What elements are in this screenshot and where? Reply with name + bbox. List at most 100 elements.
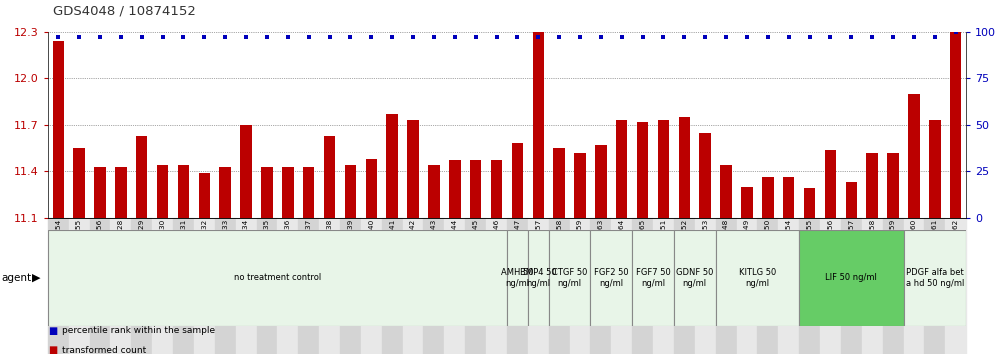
Bar bbox=[340, 218, 361, 354]
Point bbox=[781, 35, 797, 40]
Bar bbox=[804, 188, 816, 218]
Bar bbox=[48, 230, 507, 326]
Text: AMH 50
ng/ml: AMH 50 ng/ml bbox=[501, 268, 534, 287]
Point bbox=[301, 35, 317, 40]
Bar bbox=[862, 218, 882, 354]
Bar bbox=[282, 167, 294, 218]
Bar bbox=[512, 143, 523, 218]
Text: ■: ■ bbox=[48, 326, 57, 336]
Bar bbox=[444, 218, 465, 354]
Point bbox=[865, 35, 880, 40]
Bar bbox=[240, 125, 252, 218]
Point bbox=[259, 35, 275, 40]
Point bbox=[823, 35, 839, 40]
Bar bbox=[762, 177, 774, 218]
Point bbox=[364, 35, 379, 40]
Point bbox=[614, 35, 629, 40]
Bar bbox=[716, 230, 799, 326]
Bar bbox=[841, 218, 862, 354]
Bar bbox=[465, 218, 486, 354]
Bar bbox=[74, 148, 85, 218]
Bar bbox=[778, 218, 799, 354]
Bar bbox=[867, 153, 877, 218]
Bar bbox=[381, 218, 402, 354]
Bar bbox=[261, 167, 273, 218]
Bar bbox=[69, 218, 90, 354]
Bar bbox=[53, 41, 64, 218]
Bar bbox=[903, 230, 966, 326]
Text: GDS4048 / 10874152: GDS4048 / 10874152 bbox=[53, 5, 195, 18]
Point bbox=[280, 35, 296, 40]
Bar bbox=[131, 218, 152, 354]
Point bbox=[468, 35, 484, 40]
Point bbox=[154, 35, 170, 40]
Point bbox=[718, 35, 734, 40]
Point bbox=[196, 35, 212, 40]
Point bbox=[844, 35, 860, 40]
Bar bbox=[528, 218, 549, 354]
Bar bbox=[324, 136, 336, 218]
Bar bbox=[219, 167, 231, 218]
Point bbox=[50, 35, 66, 40]
Text: no treatment control: no treatment control bbox=[234, 273, 321, 282]
Point bbox=[676, 35, 692, 40]
Bar bbox=[449, 160, 460, 218]
Bar bbox=[152, 218, 173, 354]
Bar bbox=[825, 150, 837, 218]
Text: agent: agent bbox=[1, 273, 31, 283]
Bar bbox=[156, 165, 168, 218]
Point bbox=[384, 35, 400, 40]
Point bbox=[760, 35, 776, 40]
Text: LIF 50 ng/ml: LIF 50 ng/ml bbox=[826, 273, 877, 282]
Bar bbox=[298, 218, 319, 354]
Bar bbox=[470, 160, 481, 218]
Bar bbox=[616, 120, 627, 218]
Point bbox=[530, 35, 546, 40]
Bar bbox=[632, 230, 674, 326]
Point bbox=[927, 35, 943, 40]
Point bbox=[697, 35, 713, 40]
Bar bbox=[528, 230, 549, 326]
Bar bbox=[407, 120, 418, 218]
Bar bbox=[636, 122, 648, 218]
Point bbox=[572, 35, 588, 40]
Bar bbox=[177, 165, 189, 218]
Point bbox=[948, 29, 964, 35]
Point bbox=[405, 35, 421, 40]
Point bbox=[133, 35, 149, 40]
Bar bbox=[846, 182, 858, 218]
Point bbox=[802, 35, 818, 40]
Bar bbox=[423, 218, 444, 354]
Bar bbox=[820, 218, 841, 354]
Point bbox=[906, 35, 922, 40]
Point bbox=[175, 35, 191, 40]
Bar bbox=[48, 218, 69, 354]
Bar bbox=[386, 114, 398, 218]
Text: FGF7 50
ng/ml: FGF7 50 ng/ml bbox=[635, 268, 670, 287]
Point bbox=[217, 35, 233, 40]
Bar bbox=[799, 230, 903, 326]
Bar bbox=[591, 230, 632, 326]
Bar bbox=[657, 120, 669, 218]
Bar bbox=[303, 167, 315, 218]
Point bbox=[71, 35, 87, 40]
Point bbox=[92, 35, 108, 40]
Bar bbox=[674, 218, 695, 354]
Text: ▶: ▶ bbox=[32, 273, 41, 283]
Bar bbox=[950, 32, 961, 218]
Bar bbox=[887, 153, 898, 218]
Bar bbox=[882, 218, 903, 354]
Bar bbox=[674, 230, 716, 326]
Point bbox=[551, 35, 567, 40]
Bar bbox=[737, 218, 757, 354]
Bar bbox=[575, 153, 586, 218]
Bar bbox=[908, 94, 919, 218]
Point bbox=[238, 35, 254, 40]
Bar bbox=[366, 159, 377, 218]
Bar bbox=[215, 218, 236, 354]
Bar bbox=[591, 218, 612, 354]
Bar bbox=[116, 167, 126, 218]
Text: BMP4 50
ng/ml: BMP4 50 ng/ml bbox=[520, 268, 557, 287]
Bar bbox=[945, 218, 966, 354]
Bar bbox=[549, 230, 591, 326]
